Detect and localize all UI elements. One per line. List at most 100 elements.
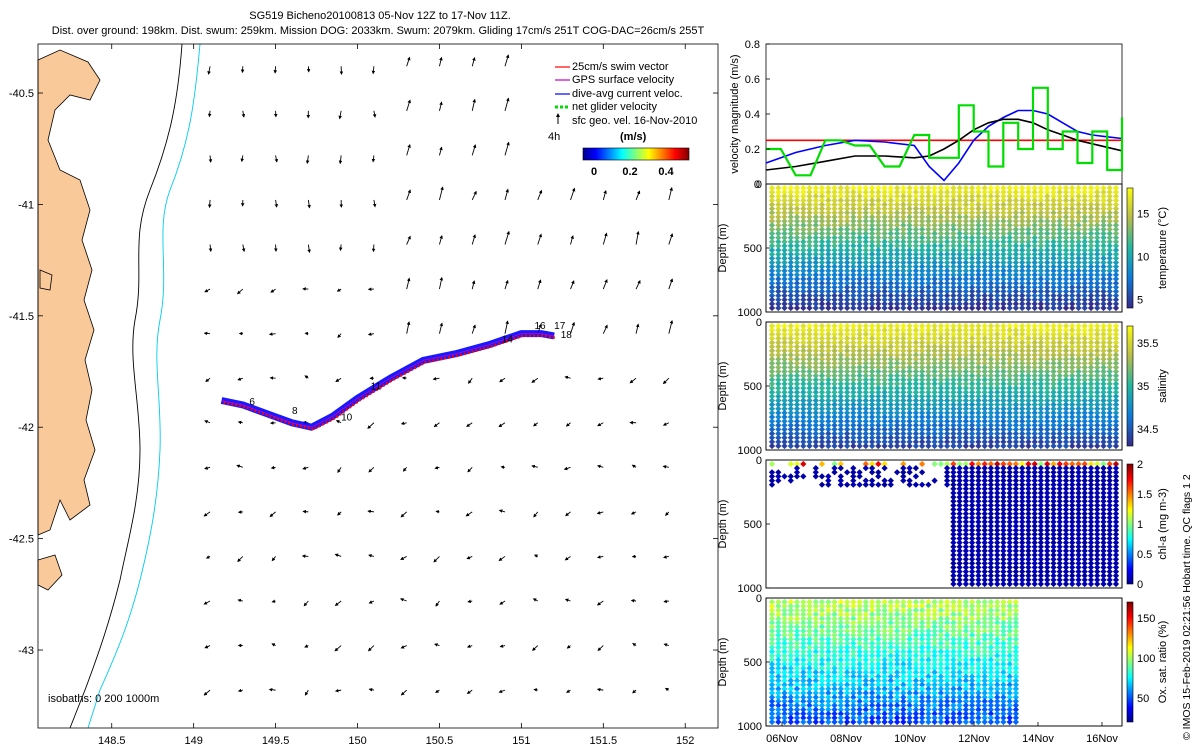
geo-vector [435,510,440,514]
section-point [1025,217,1032,225]
colorbar-tick-label: 1.5 [1137,489,1152,501]
section-point [768,288,776,295]
geo-vector [435,689,440,694]
section-point [1075,188,1082,196]
section-point [1056,226,1063,233]
section-point [1044,251,1051,258]
map-xtick-label: 149 [184,735,202,747]
section-point [775,267,782,274]
track-label: 16 [534,321,546,332]
section-point [1012,271,1020,279]
geo-vector [596,600,604,606]
geo-vector [596,555,604,559]
section-point [875,255,882,262]
geo-vector [564,375,571,380]
geo-vector [406,277,411,290]
section-point [925,255,932,262]
section-point [868,288,876,295]
section-point [1112,205,1120,212]
section-point [1044,217,1051,225]
section-point [1037,271,1045,279]
geo-vector [204,420,211,424]
section-point [1106,230,1113,237]
section-point [1100,242,1107,250]
geo-vector [204,466,211,470]
section-point [1069,222,1076,229]
section-point [1087,234,1095,241]
section-point [1012,267,1020,274]
section-point [931,251,938,258]
section-point [1094,275,1101,283]
geo-vector [237,420,243,425]
section-point [875,267,882,274]
section-point [1025,230,1032,237]
section-point [950,267,957,274]
section-point [1019,300,1026,308]
section-point [1062,209,1070,216]
section-point [937,255,945,262]
map-ytick-label: -41 [18,199,34,211]
geo-vector [304,644,309,648]
geo-vector [208,155,213,163]
section-point [843,284,851,291]
geo-vector [471,57,476,67]
map-ytick-label: -40.5 [9,88,34,100]
geo-vector [531,377,539,383]
section-point [943,300,951,308]
section-point [981,284,988,291]
section-point [1056,280,1063,287]
section-point [1037,184,1045,192]
geo-vector [402,467,408,472]
section-point [1081,193,1088,200]
section-point [1044,263,1051,270]
section-point [831,267,838,274]
section-point [787,271,794,279]
section-point [818,255,826,262]
section-point [868,271,876,279]
section-point [781,271,788,279]
section-point [868,284,876,291]
section-point [912,271,920,279]
section-point [1031,234,1038,241]
section-point [1069,246,1076,254]
section-point [1081,246,1088,254]
section-point [1112,226,1120,233]
section-point [881,251,888,258]
geostrophic-vector-field [203,54,674,696]
section-point [1106,213,1113,221]
section-point [1031,222,1038,229]
section-point [881,255,888,262]
section-point [1075,251,1082,258]
section-point [1050,205,1057,212]
section-point [1069,197,1076,204]
section-point [1075,226,1082,233]
section-point [793,255,801,262]
geo-vector [406,144,411,156]
colorbar-tick-label: 34.5 [1137,424,1158,436]
geo-vector [372,110,377,118]
section-point [1031,280,1038,287]
section-point [1094,263,1101,270]
section-point [1050,292,1057,299]
section-point [1000,271,1007,279]
section-point [1019,255,1026,262]
section-point [1087,280,1095,287]
section-point [831,271,838,279]
geo-vector [471,190,477,201]
geo-vector [406,321,411,334]
gps-track [221,333,555,428]
section-point [1087,238,1095,245]
section-point [918,267,926,274]
section-point [956,288,963,295]
section-point [1031,193,1038,200]
section-point [1056,184,1063,192]
geo-vector [274,199,279,208]
section-point [1037,242,1045,250]
section-point [800,288,807,295]
geo-vector [597,464,604,469]
geo-vector [400,511,407,518]
section-point [843,300,851,308]
section-point [1094,209,1101,216]
section-point [1094,197,1101,204]
section-point [981,288,988,295]
